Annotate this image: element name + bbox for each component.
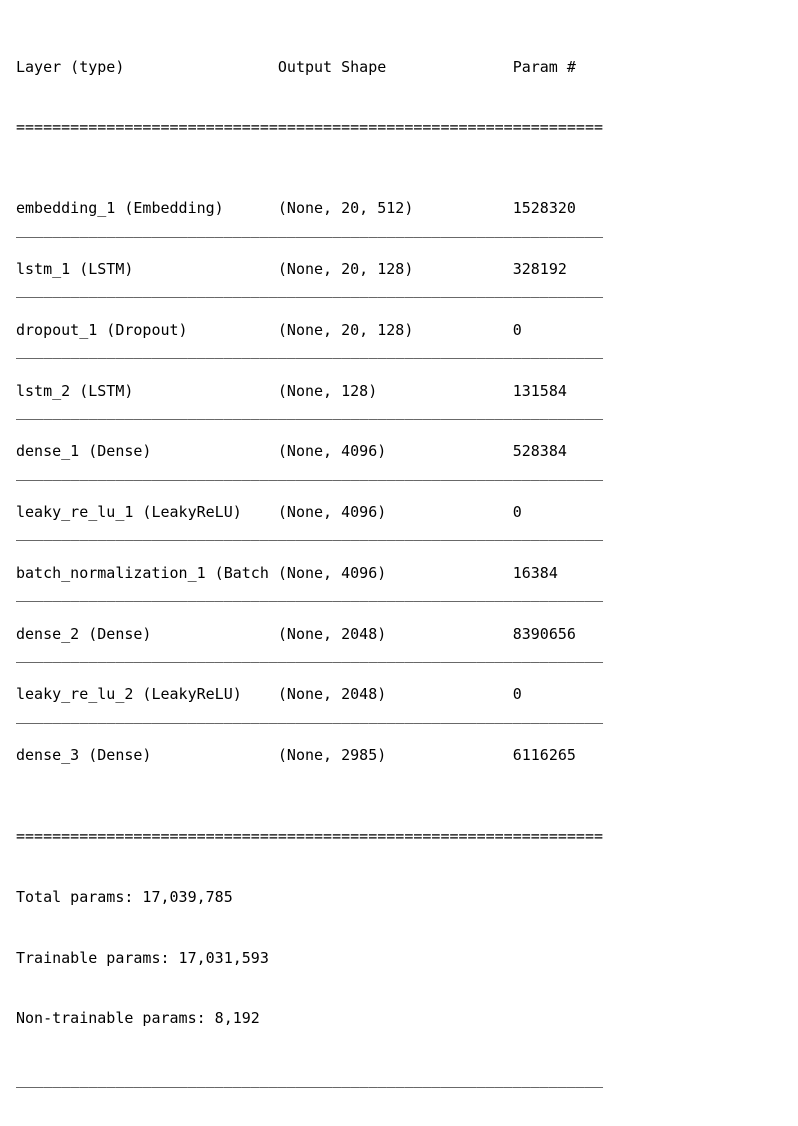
single-rule: ________________________________________…: [16, 279, 782, 299]
table-row: batch_normalization_1 (Batch (None, 4096…: [16, 563, 782, 583]
footer-total: Total params: 17,039,785: [16, 887, 782, 907]
header-layer: Layer (type): [16, 57, 278, 77]
table-row: dense_2 (Dense) (None, 2048) 8390656: [16, 624, 782, 644]
single-rule: ________________________________________…: [16, 583, 782, 603]
rows-container: embedding_1 (Embedding) (None, 20, 512) …: [16, 198, 782, 765]
double-rule-top: ========================================…: [16, 117, 782, 137]
blank-line: [16, 300, 782, 320]
footer-non-trainable: Non-trainable params: 8,192: [16, 1008, 782, 1028]
single-rule: ________________________________________…: [16, 462, 782, 482]
table-row: leaky_re_lu_2 (LeakyReLU) (None, 2048) 0: [16, 684, 782, 704]
blank-line: [16, 421, 782, 441]
blank-line: [16, 482, 782, 502]
blank-line: [16, 360, 782, 380]
blank-line: [16, 603, 782, 623]
header-row: Layer (type)Output ShapeParam #: [16, 57, 782, 77]
table-row: lstm_2 (LSTM) (None, 128) 131584: [16, 381, 782, 401]
table-row: embedding_1 (Embedding) (None, 20, 512) …: [16, 198, 782, 218]
single-rule: ________________________________________…: [16, 401, 782, 421]
single-rule: ________________________________________…: [16, 644, 782, 664]
single-rule: ________________________________________…: [16, 219, 782, 239]
table-row: dense_1 (Dense) (None, 4096) 528384: [16, 441, 782, 461]
single-rule: ________________________________________…: [16, 340, 782, 360]
table-row: leaky_re_lu_1 (LeakyReLU) (None, 4096) 0: [16, 502, 782, 522]
double-rule-bottom: ========================================…: [16, 826, 782, 846]
blank-line: [16, 725, 782, 745]
table-row: lstm_1 (LSTM) (None, 20, 128) 328192: [16, 259, 782, 279]
single-rule-end: ________________________________________…: [16, 1069, 782, 1089]
single-rule: ________________________________________…: [16, 705, 782, 725]
blank-line: [16, 664, 782, 684]
table-row: dropout_1 (Dropout) (None, 20, 128) 0: [16, 320, 782, 340]
blank-line: [16, 543, 782, 563]
single-rule: ________________________________________…: [16, 522, 782, 542]
header-output-shape: Output Shape: [278, 57, 513, 77]
footer-trainable: Trainable params: 17,031,593: [16, 948, 782, 968]
header-param: Param #: [513, 57, 576, 77]
blank-line: [16, 239, 782, 259]
model-summary: Layer (type)Output ShapeParam # ========…: [16, 16, 782, 1110]
table-row: dense_3 (Dense) (None, 2985) 6116265: [16, 745, 782, 765]
